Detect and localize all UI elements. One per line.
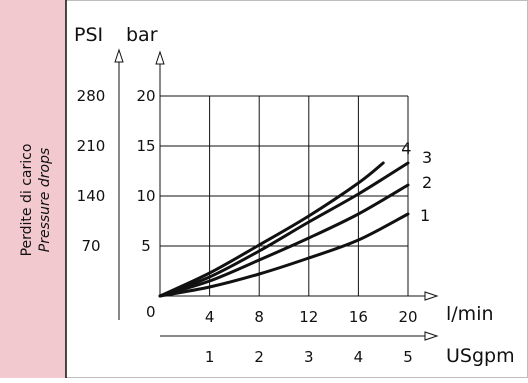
side-panel: [0, 0, 66, 378]
side-label-italian: Perdite di carico: [19, 144, 35, 257]
bar-tick-label: 10: [136, 187, 155, 205]
usgpm-axis-label: USgpm: [446, 345, 515, 367]
usgpm-axis-arrow: [424, 331, 439, 341]
usgpm-tick-label: 3: [304, 348, 314, 366]
usgpm-tick-label: 2: [254, 348, 264, 366]
bar-tick-label: 5: [141, 237, 151, 255]
usgpm-tick-label: 5: [403, 348, 413, 366]
series-label-4: 4: [401, 139, 411, 158]
x-tick-label: 16: [349, 308, 368, 326]
x-tick-label: 12: [299, 308, 318, 326]
usgpm-tick-label: 1: [205, 348, 215, 366]
bar-tick-label: 15: [136, 137, 155, 155]
series-line-2: [158, 183, 410, 298]
series-label-3: 3: [422, 148, 432, 167]
series-line-4: [158, 161, 385, 298]
x-tick-label: 20: [398, 308, 417, 326]
usgpm-tick-label: 4: [354, 348, 364, 366]
bar-tick-label: 20: [136, 87, 155, 105]
series-label-1: 1: [420, 206, 430, 225]
series-lines: 1 2 34: [158, 139, 432, 298]
grid: [160, 95, 409, 296]
series-line-1: [158, 212, 410, 298]
psi-tick-label: 280: [77, 87, 106, 105]
psi-tick-label: 140: [77, 187, 106, 205]
psi-tick-label: 210: [77, 137, 106, 155]
series-line-3: [158, 161, 410, 298]
psi-axis-arrow: [114, 48, 124, 63]
bar-axis-label: bar: [126, 24, 158, 46]
side-label-english: Pressure drops: [37, 148, 53, 252]
lmin-axis-arrow: [424, 291, 439, 301]
x-tick-label: 8: [254, 308, 264, 326]
bar-axis-arrow: [155, 50, 165, 65]
origin-label: 0: [146, 303, 156, 321]
series-label-2: 2: [422, 173, 432, 192]
psi-tick-label: 70: [81, 237, 100, 255]
psi-axis-label: PSI: [74, 24, 103, 46]
lmin-axis-label: l/min: [446, 303, 494, 325]
x-tick-label: 4: [205, 308, 215, 326]
